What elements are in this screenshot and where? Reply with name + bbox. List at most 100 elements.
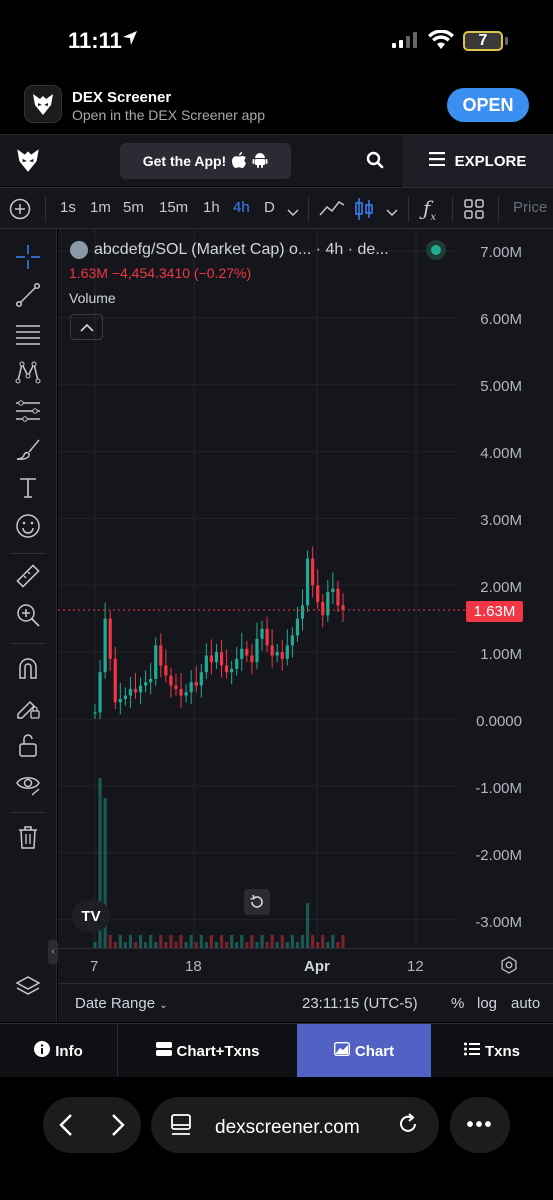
candle xyxy=(235,658,239,669)
volume-bar xyxy=(245,942,249,948)
tab-chart-txns[interactable]: Chart+Txns xyxy=(118,1024,297,1078)
log-scale-toggle[interactable]: log xyxy=(477,995,498,1012)
lock-drawing-icon[interactable] xyxy=(14,693,42,721)
trend-line-icon[interactable] xyxy=(14,281,42,309)
chevron-down-icon[interactable] xyxy=(287,204,299,222)
tab-chart[interactable]: Chart xyxy=(297,1024,431,1078)
volume-bar xyxy=(133,942,138,948)
price-chart[interactable] xyxy=(58,229,553,1022)
market-status-dot-icon xyxy=(426,240,446,260)
legend-collapse-button[interactable] xyxy=(70,314,103,340)
line-chart-type-icon[interactable] xyxy=(319,198,345,223)
chart-canvas[interactable] xyxy=(58,229,553,948)
candle xyxy=(179,688,183,696)
volume-bar xyxy=(265,942,269,948)
zoom-in-icon[interactable] xyxy=(14,601,42,629)
indicators-fx-icon[interactable]: ƒx xyxy=(423,196,437,223)
candle xyxy=(321,602,325,616)
chart-clock[interactable]: 23:11:15 (UTC-5) xyxy=(302,995,418,1012)
volume-bar xyxy=(209,935,214,948)
banner-subtitle: Open in the DEX Screener app xyxy=(72,107,266,123)
sidebar-collapse-handle[interactable]: ‹ xyxy=(48,940,58,964)
more-options-button[interactable]: ••• xyxy=(450,1097,510,1153)
explore-label: EXPLORE xyxy=(454,152,527,170)
candle xyxy=(133,688,138,693)
unlock-icon[interactable] xyxy=(14,731,42,759)
chart-legend-title[interactable]: abcdefg/SOL (Market Cap) o... · 4h · de.… xyxy=(94,241,389,258)
url-text[interactable]: dexscreener.com xyxy=(215,1117,360,1138)
ruler-icon[interactable] xyxy=(14,562,42,590)
forward-arrow-icon[interactable] xyxy=(111,1113,125,1142)
candle xyxy=(159,645,163,666)
address-bar[interactable] xyxy=(151,1097,439,1153)
layout-grid-icon[interactable] xyxy=(464,199,484,224)
brush-icon[interactable] xyxy=(14,435,42,463)
tools-divider xyxy=(10,812,46,813)
x-axis[interactable] xyxy=(58,948,553,982)
open-app-button[interactable]: OPEN xyxy=(447,88,529,122)
volume-bar xyxy=(174,942,178,948)
interval-15m[interactable]: 15m xyxy=(159,199,189,216)
interval-1h[interactable]: 1h xyxy=(203,199,220,216)
visibility-eye-icon[interactable] xyxy=(14,770,42,798)
candle xyxy=(224,665,229,673)
interval-d[interactable]: D xyxy=(264,199,275,216)
reload-icon[interactable] xyxy=(397,1113,419,1140)
interval-4h[interactable]: 4h xyxy=(233,199,250,216)
dex-screener-logo-icon[interactable] xyxy=(14,145,42,180)
chevron-down-icon[interactable] xyxy=(386,204,398,222)
candle xyxy=(275,652,279,656)
horizontal-lines-icon[interactable] xyxy=(14,320,42,348)
volume-bar xyxy=(144,942,148,948)
tradingview-logo-icon[interactable]: TV xyxy=(72,900,110,932)
interval-1s[interactable]: 1s xyxy=(60,199,76,216)
search-icon[interactable] xyxy=(366,151,384,174)
interval-5m[interactable]: 5m xyxy=(123,199,144,216)
chart-settings-gear-icon[interactable] xyxy=(500,956,518,979)
volume-bar xyxy=(311,935,315,948)
explore-menu-button[interactable]: EXPLORE xyxy=(402,135,553,187)
toolbar-divider xyxy=(498,196,499,222)
candle xyxy=(144,682,148,686)
tab-txns-label: Txns xyxy=(484,1042,520,1060)
auto-scale-toggle[interactable]: auto xyxy=(511,995,541,1012)
magnet-icon[interactable] xyxy=(14,654,42,682)
candle xyxy=(311,558,315,586)
back-arrow-icon[interactable] xyxy=(59,1113,73,1142)
toolbar-divider xyxy=(45,196,46,222)
volume-bar xyxy=(275,942,279,948)
add-symbol-icon[interactable] xyxy=(9,198,31,225)
volume-bar xyxy=(154,942,158,948)
crosshair-icon[interactable] xyxy=(14,243,42,271)
fib-retracement-icon[interactable] xyxy=(14,397,42,425)
date-range-dropdown[interactable]: Date Range ⌄ xyxy=(75,995,168,1012)
candle xyxy=(295,618,300,636)
tab-info[interactable]: Info xyxy=(0,1024,117,1078)
reset-chart-icon[interactable] xyxy=(244,889,270,915)
candle xyxy=(118,698,122,703)
price-toggle[interactable]: Price xyxy=(513,199,548,216)
volume-bar xyxy=(199,935,203,948)
browser-nav-buttons xyxy=(43,1097,141,1153)
toolbar-divider xyxy=(308,196,309,222)
y-tick: 1.00M xyxy=(480,646,522,663)
candlestick-chart-type-icon[interactable] xyxy=(354,197,374,226)
app-banner[interactable]: DEX Screener Open in the DEX Screener ap… xyxy=(0,80,553,134)
get-app-button[interactable]: Get the App! xyxy=(120,143,291,179)
tab-txns[interactable]: Txns xyxy=(431,1024,553,1078)
volume-bar xyxy=(149,935,153,948)
volume-label[interactable]: Volume xyxy=(69,290,116,306)
candle xyxy=(169,675,173,686)
candle xyxy=(149,678,153,683)
tab-page-icon[interactable] xyxy=(171,1114,191,1141)
trash-icon[interactable] xyxy=(14,823,42,851)
volume-bar xyxy=(189,935,193,948)
layers-icon[interactable] xyxy=(14,973,42,1001)
token-avatar-icon xyxy=(70,241,88,259)
interval-1m[interactable]: 1m xyxy=(90,199,111,216)
chart-legend-values: 1.63M −4,454.3410 (−0.27%) xyxy=(69,265,252,281)
emoji-icon[interactable] xyxy=(14,512,42,540)
text-tool-icon[interactable] xyxy=(14,473,42,501)
percent-scale-toggle[interactable]: % xyxy=(451,995,465,1012)
pattern-tool-icon[interactable] xyxy=(14,358,42,386)
